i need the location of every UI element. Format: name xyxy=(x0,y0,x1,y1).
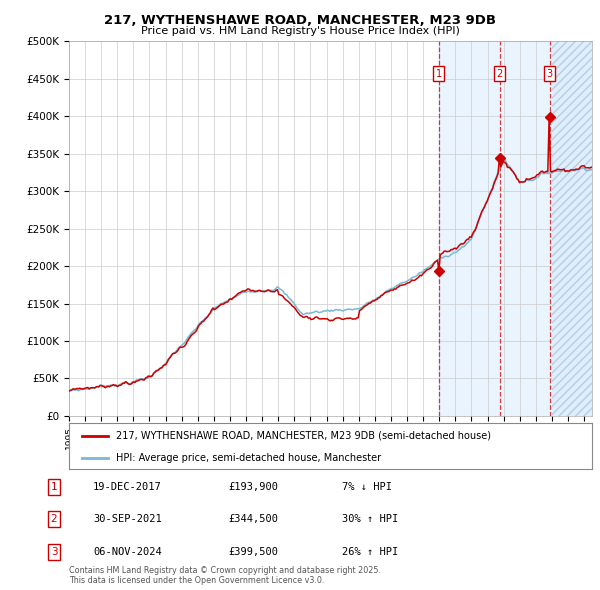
Text: £344,500: £344,500 xyxy=(228,514,278,524)
Text: 06-NOV-2024: 06-NOV-2024 xyxy=(93,547,162,556)
Text: 30-SEP-2021: 30-SEP-2021 xyxy=(93,514,162,524)
Text: Price paid vs. HM Land Registry's House Price Index (HPI): Price paid vs. HM Land Registry's House … xyxy=(140,26,460,35)
Bar xyxy=(552,41,592,416)
Text: 2: 2 xyxy=(497,68,503,78)
Text: 1: 1 xyxy=(436,68,442,78)
Text: 2: 2 xyxy=(50,514,58,524)
Text: £399,500: £399,500 xyxy=(228,547,278,556)
Text: 217, WYTHENSHAWE ROAD, MANCHESTER, M23 9DB (semi-detached house): 217, WYTHENSHAWE ROAD, MANCHESTER, M23 9… xyxy=(116,431,491,441)
Text: 3: 3 xyxy=(50,547,58,556)
Text: 1: 1 xyxy=(50,482,58,491)
Text: 217, WYTHENSHAWE ROAD, MANCHESTER, M23 9DB: 217, WYTHENSHAWE ROAD, MANCHESTER, M23 9… xyxy=(104,14,496,27)
Text: 19-DEC-2017: 19-DEC-2017 xyxy=(93,482,162,491)
Text: £193,900: £193,900 xyxy=(228,482,278,491)
Text: 7% ↓ HPI: 7% ↓ HPI xyxy=(342,482,392,491)
Text: 30% ↑ HPI: 30% ↑ HPI xyxy=(342,514,398,524)
Text: Contains HM Land Registry data © Crown copyright and database right 2025.
This d: Contains HM Land Registry data © Crown c… xyxy=(69,566,381,585)
Text: HPI: Average price, semi-detached house, Manchester: HPI: Average price, semi-detached house,… xyxy=(116,453,381,463)
Text: 3: 3 xyxy=(547,68,553,78)
Bar xyxy=(439,41,592,416)
Text: 26% ↑ HPI: 26% ↑ HPI xyxy=(342,547,398,556)
